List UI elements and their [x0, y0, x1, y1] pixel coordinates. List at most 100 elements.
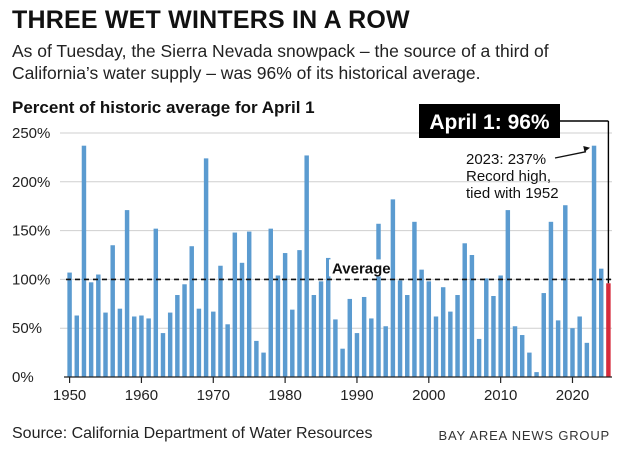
x-tick-label: 2020: [556, 387, 589, 404]
bar-2007: [476, 338, 482, 377]
bar-1994: [383, 326, 388, 377]
record-note-line: tied with 1952: [466, 185, 559, 202]
bar-2006: [469, 255, 475, 377]
callout-box: [419, 104, 560, 138]
y-tick-label: 100%: [12, 271, 50, 288]
bar-2008: [484, 278, 489, 377]
bar-2020: [570, 328, 575, 377]
bar-1996: [397, 280, 403, 377]
bar-1991: [361, 296, 367, 377]
x-tick-label: 1980: [268, 387, 301, 404]
bar-1959: [132, 316, 137, 377]
bar-1968: [196, 308, 202, 377]
bar-2001: [433, 316, 439, 377]
record-note-line: Record high,: [466, 168, 551, 185]
credit-line: BAY AREA NEWS GROUP: [438, 428, 610, 443]
bar-2017: [548, 221, 554, 377]
bar-1974: [239, 262, 245, 377]
bar-2016: [541, 293, 546, 377]
bar-1960: [139, 315, 144, 377]
x-tick-label: 1960: [125, 387, 158, 404]
bar-1976: [254, 340, 259, 377]
bar-1982: [297, 250, 302, 377]
bar-1962: [153, 228, 159, 377]
y-tick-label: 250%: [12, 125, 50, 142]
bar-1983: [304, 155, 309, 377]
average-label: Average: [332, 260, 391, 277]
record-arrowhead: [583, 145, 591, 152]
bar-1977: [261, 352, 266, 377]
bar-2000: [426, 281, 432, 377]
bar-1975: [246, 231, 252, 377]
record-note: 2023: 237% Record high, tied with 1952: [466, 151, 559, 202]
bar-1995: [390, 199, 396, 377]
bar-1963: [160, 333, 166, 377]
bar-2010: [498, 275, 503, 377]
bar-1978: [268, 228, 273, 377]
x-tick-label: 1990: [340, 387, 373, 404]
bar-2025: [606, 283, 611, 377]
y-tick-labels: 0% 50% 100% 150% 200% 250%: [12, 125, 50, 386]
x-tick-label: 1950: [53, 387, 86, 404]
bar-1972: [225, 324, 230, 377]
bar-1954: [96, 274, 101, 377]
bar-1956: [110, 245, 115, 377]
bar-2012: [512, 326, 518, 377]
bar-1981: [290, 309, 295, 377]
bar-1971: [218, 265, 223, 377]
bar-1969: [203, 158, 209, 377]
bar-2023: [591, 145, 597, 377]
bar-1950: [67, 272, 72, 377]
bar-2005: [462, 243, 467, 377]
bar-1986: [325, 257, 331, 377]
chart-title: Percent of historic average for April 1: [12, 98, 315, 117]
bar-1970: [211, 311, 216, 377]
x-tick-label: 2000: [412, 387, 445, 404]
bar-1955: [103, 312, 108, 377]
bar-1966: [182, 284, 187, 377]
average-label-background: [329, 259, 390, 277]
bar-2003: [448, 311, 453, 377]
bar-1988: [340, 348, 345, 377]
bar-1985: [318, 281, 324, 377]
y-tick-label: 50%: [12, 320, 42, 337]
callout-text: April 1: 96%: [429, 111, 550, 134]
y-tick-label: 150%: [12, 223, 50, 240]
bar-2004: [455, 295, 460, 377]
bar-1993: [376, 223, 381, 377]
bar-2018: [555, 320, 561, 377]
bar-1965: [175, 295, 180, 377]
bar-2002: [440, 287, 446, 377]
bar-1957: [117, 308, 123, 377]
bar-1958: [124, 210, 130, 377]
annotations: April 1: 96% 2023: 237% Record high, tied …: [419, 104, 610, 284]
x-tick-labels: 1950 1960 1970 1980 1990 2000 2010 2020: [53, 377, 589, 404]
bar-1990: [354, 333, 360, 377]
average-line-group: Average: [66, 259, 612, 281]
record-arrow: [554, 151, 587, 159]
bar-2013: [519, 335, 525, 377]
subtitle: As of Tuesday, the Sierra Nevada snowpac…: [12, 41, 549, 83]
bar-1979: [275, 275, 281, 377]
bar-2022: [584, 342, 590, 377]
bar-1998: [412, 221, 417, 377]
record-note-line: 2023: 237%: [466, 151, 546, 168]
bar-1997: [405, 295, 410, 377]
bar-2009: [491, 295, 496, 377]
bar-1989: [347, 298, 353, 377]
bar-1951: [74, 315, 80, 377]
bar-1992: [369, 318, 374, 377]
bars: [67, 145, 611, 377]
bar-1973: [232, 232, 238, 377]
bar-2019: [563, 205, 568, 377]
bar-1980: [282, 253, 288, 377]
bar-1964: [167, 312, 173, 377]
bar-1987: [333, 319, 338, 377]
x-tick-label: 2010: [484, 387, 517, 404]
bar-1999: [419, 269, 424, 377]
headline: THREE WET WINTERS IN A ROW: [12, 6, 410, 34]
bar-1967: [189, 246, 194, 377]
bar-1953: [88, 282, 94, 377]
y-tick-label: 0%: [12, 369, 34, 386]
